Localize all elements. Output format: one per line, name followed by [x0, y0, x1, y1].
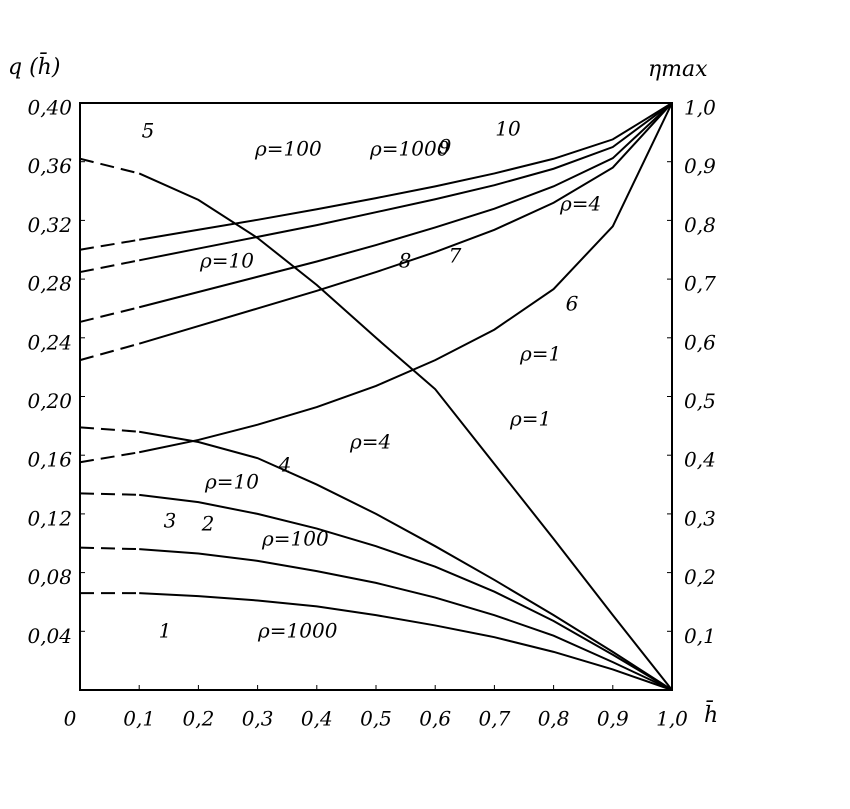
curve	[79, 306, 140, 323]
curve	[139, 102, 673, 241]
x-tick-label: 0,5	[360, 707, 392, 731]
curve	[79, 426, 140, 433]
y2-tick-label: 1,0	[684, 96, 716, 120]
y-tick-label: 0,04	[27, 624, 72, 648]
curve	[138, 172, 673, 691]
x-tick-label: 0,8	[538, 707, 570, 731]
curve-number: 10	[495, 117, 521, 141]
y-tick-label: 0,08	[27, 565, 72, 589]
curve-label: ρ=4	[559, 192, 601, 216]
x-tick-label: 0,4	[301, 707, 333, 731]
curve-label: ρ=4	[349, 430, 391, 454]
x-tick-label: 0,6	[419, 707, 451, 731]
x-tick-label: 0	[64, 707, 77, 731]
x-tick-label: 1,0	[656, 707, 688, 731]
curve	[79, 157, 140, 175]
y-tick-label: 0,16	[27, 448, 72, 472]
curve-label: ρ=10	[204, 470, 259, 494]
y2-tick-label: 0,6	[684, 330, 716, 354]
curve-number: 3	[164, 509, 177, 533]
curve	[79, 238, 140, 251]
curve-number: 8	[399, 249, 412, 273]
curve-label: ρ=1000	[369, 137, 450, 161]
curve	[139, 493, 673, 691]
curve-number: 7	[449, 244, 462, 268]
y-tick-label: 0,32	[27, 213, 72, 237]
curve-number: 1	[159, 619, 172, 643]
y2-tick-label: 0,1	[684, 624, 716, 648]
y2-tick-label: 0,3	[684, 506, 716, 530]
x-tick-label: 0,7	[478, 707, 510, 731]
curve-label: ρ=1	[519, 342, 561, 366]
curve	[138, 102, 673, 454]
curve	[139, 548, 673, 691]
curve	[79, 259, 140, 274]
y-axis-label: q (h̄)	[8, 52, 60, 80]
y-tick-label: 0,28	[27, 272, 72, 296]
curve	[138, 102, 673, 345]
x-axis-label: h̄	[704, 700, 718, 728]
x-tick-label: 0,3	[242, 707, 274, 731]
y-tick-label: 0,24	[27, 330, 72, 354]
x-tick-label: 0,1	[123, 707, 155, 731]
y2-tick-label: 0,9	[684, 154, 716, 178]
curve-label: ρ=100	[254, 137, 322, 161]
y2-axis-label: ηmax	[648, 57, 708, 82]
curve	[139, 102, 673, 262]
y2-tick-label: 0,4	[684, 448, 716, 472]
curve-label: ρ=100	[261, 527, 329, 551]
curve	[79, 546, 140, 551]
curve	[79, 451, 140, 464]
y2-tick-label: 0,8	[684, 213, 716, 237]
curve	[138, 102, 673, 309]
curve	[139, 592, 673, 691]
y2-tick-label: 0,2	[684, 565, 716, 589]
x-tick-label: 0,9	[597, 707, 629, 731]
y-tick-label: 0,20	[27, 389, 72, 413]
curve	[79, 492, 140, 496]
curve-number: 4	[278, 453, 292, 477]
curve-label: ρ=1000	[257, 619, 338, 643]
y-tick-label: 0,36	[27, 154, 72, 178]
curve	[139, 430, 673, 691]
y-tick-label: 0,40	[27, 96, 72, 120]
curve	[79, 342, 140, 362]
y-tick-label: 0,12	[27, 506, 72, 530]
curve-number: 5	[142, 119, 155, 143]
curve-number: 2	[201, 512, 215, 536]
y2-tick-label: 0,5	[684, 389, 716, 413]
y2-tick-label: 0,7	[684, 272, 716, 296]
curve-label: ρ=10	[199, 249, 254, 273]
x-tick-label: 0,2	[182, 707, 214, 731]
curve-number: 9	[439, 135, 452, 159]
curve-number: 6	[566, 292, 579, 316]
curve-label: ρ=1	[509, 407, 551, 431]
